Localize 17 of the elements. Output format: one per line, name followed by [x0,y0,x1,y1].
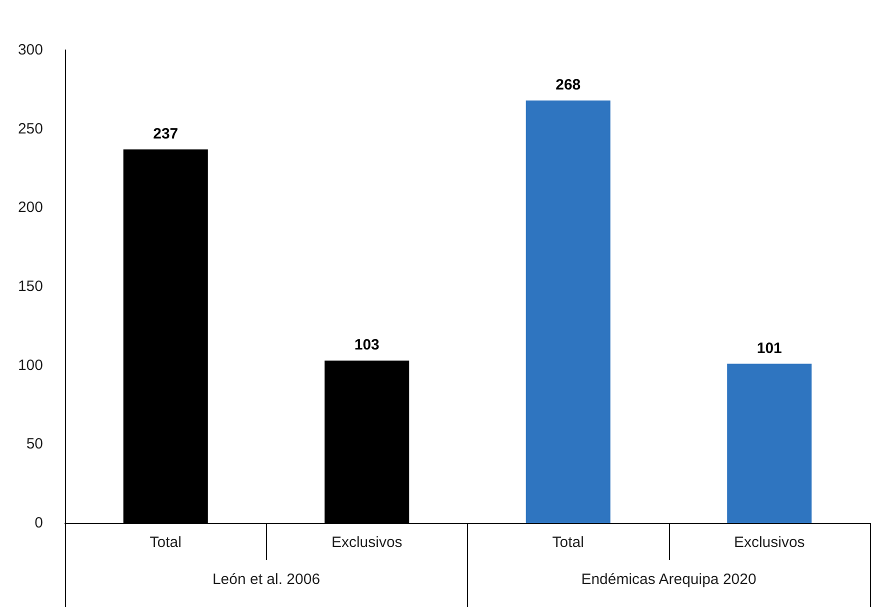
y-tick-label: 50 [26,436,43,453]
data-label: 101 [756,340,782,357]
data-label: 237 [153,125,178,142]
text: Endémicas Arequipa 2020 [581,571,756,588]
y-tick-label: 100 [18,356,43,374]
x-tick-label: Total [552,534,584,551]
text: León et al. 2006 [212,571,320,588]
y-tick-label: 200 [18,199,43,216]
x-tick-label: Exclusivos [331,534,402,551]
data-label: 103 [354,336,380,354]
y-tick-label: 250 [18,120,43,138]
x-tick-label: Total [150,534,182,551]
y-tick-label: 150 [18,278,43,295]
data-label: 268 [556,76,581,94]
y-tick-label: 300 [18,42,43,58]
y-tick-label: 0 [34,514,43,532]
x-tick-label: Exclusivos [734,534,805,551]
